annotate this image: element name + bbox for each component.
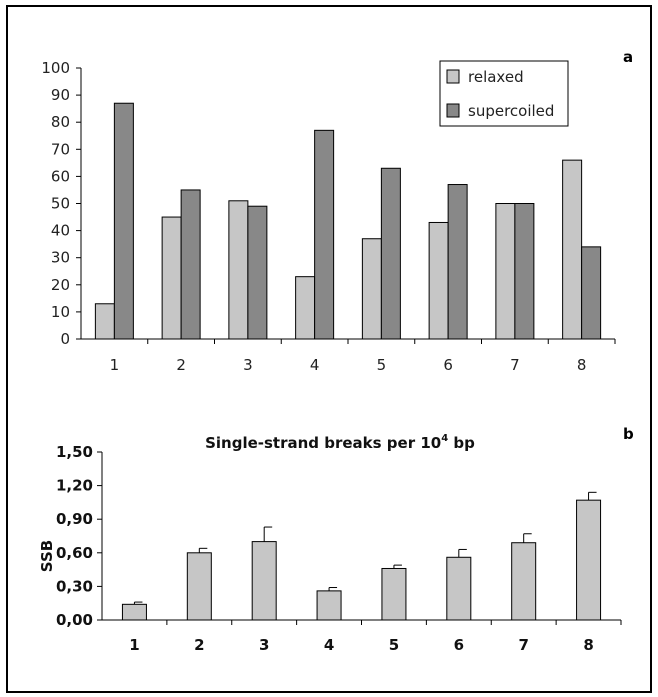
y-tick-label: 70 (51, 140, 70, 158)
bar-relaxed (562, 159, 583, 340)
panel-b-x-ticks: 1 2 3 4 5 6 7 8 (129, 620, 622, 654)
bar-relaxed (295, 276, 316, 340)
x-tick-label: 2 (176, 356, 186, 374)
y-tick-label: 40 (51, 222, 70, 240)
x-tick-label: 4 (310, 356, 320, 374)
x-tick-label: 4 (324, 636, 334, 654)
bar-ssb (576, 499, 602, 621)
y-tick-label: 0,00 (56, 611, 93, 629)
bar-supercoiled (314, 129, 335, 340)
legend-swatch-relaxed (446, 69, 460, 84)
chart-panel-b: b Single-strand breaks per 104 bp SSB 0,… (38, 425, 634, 654)
bar-supercoiled (514, 203, 535, 340)
x-tick-label: 5 (389, 636, 399, 654)
bar-ssb (316, 590, 342, 621)
panel-a-x-ticks: 1 2 3 4 5 6 7 8 (110, 339, 616, 374)
bar-supercoiled (113, 102, 134, 340)
bar-relaxed (428, 221, 449, 340)
bar-ssb (511, 542, 537, 621)
panel-b-bars (121, 491, 602, 621)
y-tick-label: 50 (51, 195, 70, 213)
legend-box (439, 60, 569, 127)
bar-relaxed (361, 238, 382, 340)
y-tick-label: 0 (60, 330, 70, 348)
panel-a-legend: relaxed supercoiled (439, 60, 569, 127)
panel-a-y-ticks: 0 10 20 30 40 50 60 70 80 90 100 (41, 59, 81, 348)
bar-relaxed (94, 303, 115, 340)
y-tick-label: 0,30 (56, 577, 93, 595)
panel-b-y-ticks: 0,00 0,30 0,60 0,90 1,20 1,50 (56, 443, 102, 629)
bar-ssb (121, 603, 147, 621)
bar-supercoiled (247, 205, 268, 340)
y-tick-label: 90 (51, 86, 70, 104)
y-tick-label: 30 (51, 249, 70, 267)
bar-ssb (186, 552, 212, 621)
bar-supercoiled (447, 184, 468, 340)
panel-b-label: b (623, 425, 634, 443)
bar-ssb (446, 556, 472, 621)
x-tick-label: 3 (243, 356, 253, 374)
x-tick-label: 5 (377, 356, 387, 374)
x-tick-label: 8 (577, 356, 587, 374)
x-tick-label: 3 (259, 636, 269, 654)
chart-panel-a: a 0 10 20 30 40 50 60 70 80 90 100 1 2 3 4 5 6 7 8 relaxe… (41, 48, 633, 374)
x-tick-label: 1 (129, 636, 139, 654)
x-tick-label: 8 (583, 636, 593, 654)
bar-supercoiled (380, 167, 401, 340)
y-tick-label: 1,20 (56, 477, 93, 495)
y-tick-label: 20 (51, 276, 70, 294)
x-tick-label: 2 (194, 636, 204, 654)
panel-b-title-superscript: 4 (441, 433, 448, 444)
x-tick-label: 6 (443, 356, 453, 374)
y-tick-label: 0,90 (56, 510, 93, 528)
y-tick-label: 0,60 (56, 544, 93, 562)
y-tick-label: 1,50 (56, 443, 93, 461)
panel-b-title: Single-strand breaks per 104 bp (205, 433, 475, 452)
bar-ssb (251, 541, 277, 621)
bar-supercoiled (581, 246, 602, 340)
panel-a-bars (94, 102, 602, 340)
y-tick-label: 100 (41, 59, 70, 77)
bar-relaxed (228, 200, 249, 340)
legend-label-supercoiled: supercoiled (468, 102, 554, 120)
panel-b-title-suffix: bp (448, 434, 475, 452)
panel-b-title-main: Single-strand breaks per 10 (205, 434, 441, 452)
x-tick-label: 7 (518, 636, 528, 654)
bar-relaxed (495, 203, 516, 340)
x-tick-label: 7 (510, 356, 520, 374)
bar-relaxed (161, 216, 182, 340)
y-tick-label: 10 (51, 303, 70, 321)
legend-swatch-supercoiled (446, 103, 460, 118)
bar-supercoiled (180, 189, 201, 340)
y-tick-label: 60 (51, 167, 70, 185)
y-tick-label: 80 (51, 113, 70, 131)
x-tick-label: 6 (454, 636, 464, 654)
bar-ssb (381, 567, 407, 621)
panel-a-label: a (623, 48, 633, 66)
x-tick-label: 1 (110, 356, 120, 374)
legend-label-relaxed: relaxed (468, 68, 524, 86)
panel-b-y-label: SSB (38, 540, 56, 572)
